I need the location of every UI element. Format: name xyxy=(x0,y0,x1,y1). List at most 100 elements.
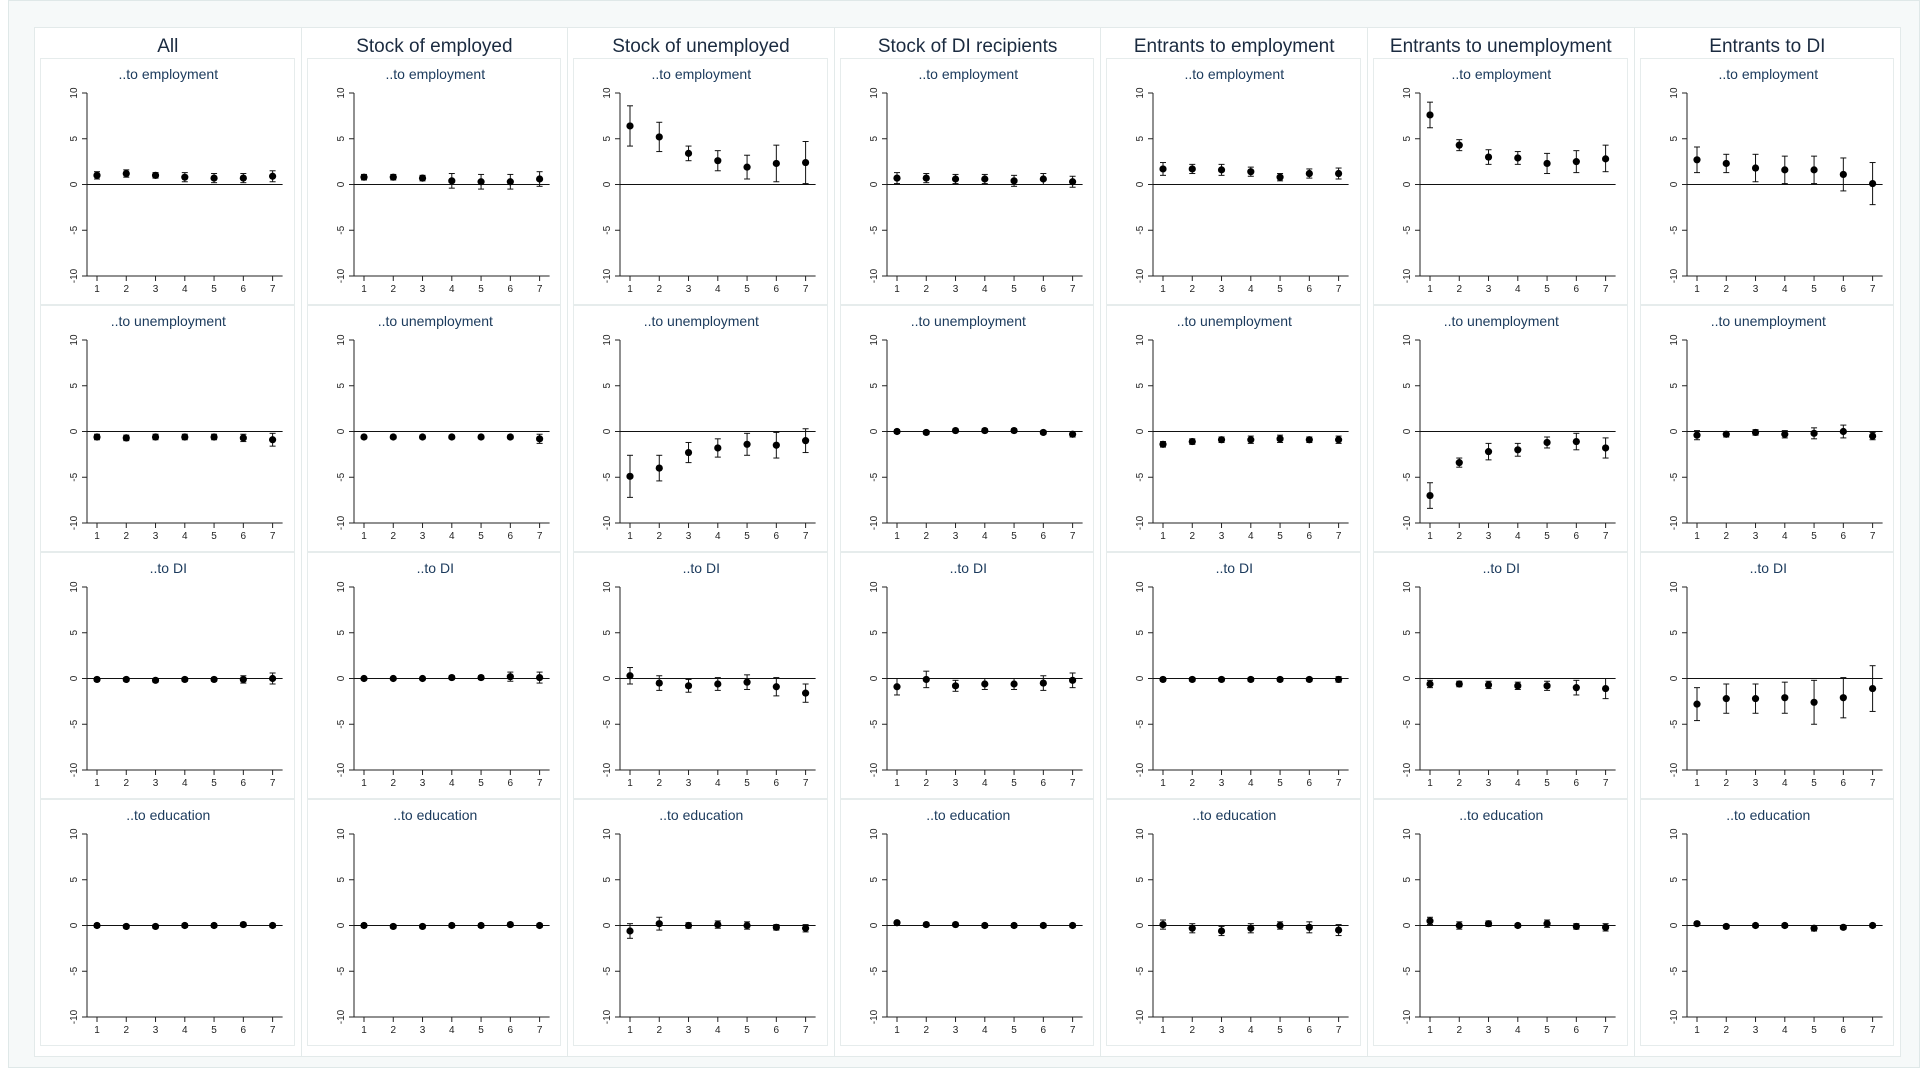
x-tick-label: 1 xyxy=(361,531,367,542)
estimate-point xyxy=(535,673,543,682)
y-tick-label: 0 xyxy=(1135,675,1146,681)
x-tick-label: 7 xyxy=(536,531,542,542)
panel-plot: ..to DI -10 -5 0 5 10 1 2 3 4 5 6 7 xyxy=(869,560,1083,789)
y-tick-label: 0 xyxy=(602,181,613,187)
estimate-point xyxy=(1039,175,1047,183)
estimate-point xyxy=(922,174,930,182)
x-tick-label: 3 xyxy=(1486,531,1492,542)
estimate-point xyxy=(1306,675,1314,684)
panel-entrants-to-di-to-employment: ..to employment -10 -5 0 5 10 1 2 3 4 5 6 7 xyxy=(1639,58,1895,305)
panel-plot: ..to DI -10 -5 0 5 10 1 2 3 4 5 6 7 xyxy=(1669,560,1883,789)
y-tick-label: 10 xyxy=(69,581,80,593)
estimate-point xyxy=(1039,428,1047,437)
estimate-point xyxy=(1159,675,1167,684)
panel-title: ..to DI xyxy=(1749,560,1786,576)
estimate-point xyxy=(122,675,130,684)
x-tick-label: 1 xyxy=(94,778,100,789)
y-tick-label: -5 xyxy=(602,472,613,481)
y-tick-label: 10 xyxy=(1669,334,1680,346)
x-tick-label: 4 xyxy=(982,778,988,789)
estimate-point xyxy=(506,673,514,681)
y-tick-label: 5 xyxy=(602,383,613,389)
estimate-point xyxy=(626,122,634,130)
panel-title: ..to DI xyxy=(150,560,187,576)
y-tick-label: -5 xyxy=(69,966,80,975)
x-tick-label: 6 xyxy=(1840,284,1846,295)
x-tick-label: 1 xyxy=(94,1025,100,1036)
x-tick-label: 5 xyxy=(478,531,484,542)
estimate-point xyxy=(626,472,634,480)
estimate-point xyxy=(535,175,543,183)
x-tick-label: 4 xyxy=(1248,284,1254,295)
y-tick-label: 10 xyxy=(869,87,880,99)
x-tick-label: 3 xyxy=(1752,284,1758,295)
x-tick-label: 5 xyxy=(744,1025,750,1036)
y-tick-label: 10 xyxy=(336,87,347,99)
x-tick-label: 6 xyxy=(1307,1025,1313,1036)
estimate-point xyxy=(1306,169,1314,178)
panel-title: ..to DI xyxy=(683,560,720,576)
x-tick-label: 1 xyxy=(1427,778,1433,789)
panel-plot: ..to employment -10 -5 0 5 10 1 2 3 4 5 6 7 xyxy=(69,66,283,295)
estimate-point xyxy=(1514,682,1522,690)
y-tick-label: -10 xyxy=(336,762,347,777)
y-tick-label: 10 xyxy=(869,581,880,593)
x-tick-label: 7 xyxy=(536,284,542,295)
y-tick-label: 10 xyxy=(1402,334,1413,346)
y-tick-label: 5 xyxy=(69,877,80,883)
estimate-point xyxy=(980,921,989,930)
estimate-point xyxy=(1455,141,1463,149)
x-tick-label: 4 xyxy=(1782,284,1788,295)
x-tick-label: 6 xyxy=(507,1025,513,1036)
y-tick-label: 5 xyxy=(1402,877,1413,883)
panel-stock-of-employed-to-employment: ..to employment -10 -5 0 5 10 1 2 3 4 5 6 7 xyxy=(306,58,562,305)
y-tick-label: -5 xyxy=(1135,719,1146,728)
x-tick-label: 2 xyxy=(390,531,396,542)
x-tick-label: 3 xyxy=(153,778,159,789)
x-tick-label: 1 xyxy=(361,778,367,789)
estimate-point xyxy=(1426,917,1434,925)
estimate-point xyxy=(506,433,514,441)
x-tick-label: 3 xyxy=(419,778,425,789)
x-tick-label: 7 xyxy=(270,531,276,542)
panel-title: ..to unemployment xyxy=(377,313,492,329)
x-tick-label: 4 xyxy=(449,284,455,295)
estimate-point xyxy=(1602,155,1610,163)
panel-plot: ..to unemployment -10 -5 0 5 10 1 2 3 4 5 6 7 xyxy=(1135,313,1349,542)
x-tick-label: 5 xyxy=(744,531,750,542)
estimate-point xyxy=(655,920,664,928)
x-tick-label: 4 xyxy=(715,531,721,542)
column-title: Entrants to employment xyxy=(1133,36,1335,57)
estimate-point xyxy=(1543,159,1551,168)
estimate-point xyxy=(151,676,160,684)
x-tick-label: 6 xyxy=(1574,1025,1580,1036)
x-tick-label: 1 xyxy=(894,1025,900,1036)
panel-plot: ..to education -10 -5 0 5 10 1 2 3 4 5 6 7 xyxy=(1669,807,1883,1036)
estimate-point xyxy=(1010,921,1018,930)
y-tick-label: -10 xyxy=(1402,1009,1413,1024)
y-tick-label: -10 xyxy=(1402,515,1413,530)
y-tick-label: -10 xyxy=(1669,268,1680,283)
x-tick-label: 6 xyxy=(1840,778,1846,789)
x-tick-label: 4 xyxy=(449,778,455,789)
x-tick-label: 1 xyxy=(1694,778,1700,789)
estimate-point xyxy=(269,172,277,180)
x-tick-label: 3 xyxy=(1219,778,1225,789)
estimate-point xyxy=(1484,448,1493,456)
x-tick-label: 2 xyxy=(1723,1025,1729,1036)
x-tick-label: 5 xyxy=(1011,531,1017,542)
x-tick-label: 6 xyxy=(1040,531,1046,542)
panel-plot: ..to employment -10 -5 0 5 10 1 2 3 4 5 6 7 xyxy=(1135,66,1349,295)
x-tick-label: 6 xyxy=(1040,284,1046,295)
x-tick-label: 2 xyxy=(123,778,129,789)
estimate-point xyxy=(922,675,930,684)
x-tick-label: 7 xyxy=(270,284,276,295)
estimate-point xyxy=(1868,432,1876,440)
y-tick-label: 0 xyxy=(602,428,613,434)
estimate-point xyxy=(93,921,101,930)
panel-title: ..to education xyxy=(126,807,210,823)
panel-title: ..to unemployment xyxy=(911,313,1026,329)
x-tick-label: 6 xyxy=(241,531,247,542)
x-tick-label: 7 xyxy=(1336,1025,1342,1036)
panel-plot: ..to education -10 -5 0 5 10 1 2 3 4 5 6 7 xyxy=(869,807,1083,1036)
